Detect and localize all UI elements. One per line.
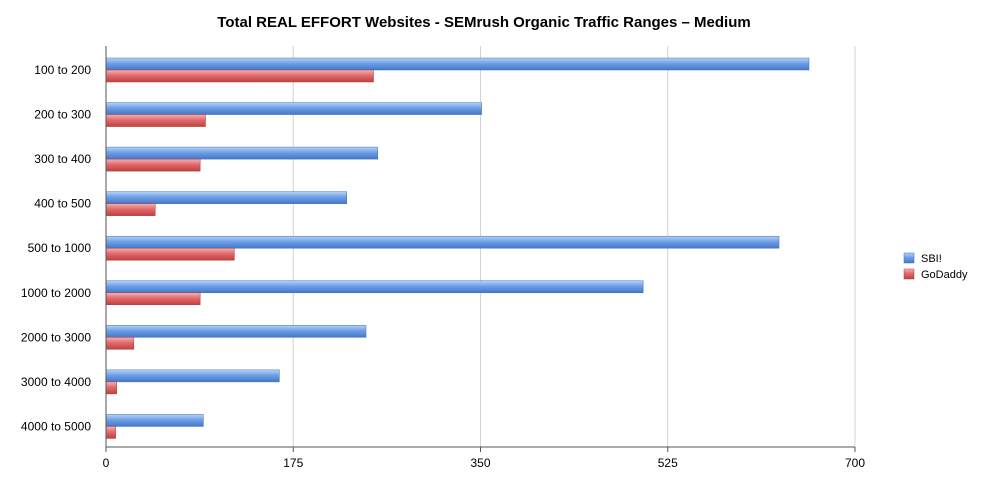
y-category-label: 400 to 500 [34, 197, 91, 211]
x-tick-label: 175 [283, 456, 303, 470]
bar-godaddy [105, 69, 374, 83]
bar-godaddy [105, 381, 117, 395]
legend-swatch [903, 252, 915, 264]
y-category-label: 4000 to 5000 [21, 419, 91, 433]
bar-godaddy [105, 114, 206, 127]
bar-sbi [105, 369, 280, 383]
y-category-label: 100 to 200 [34, 63, 91, 77]
legend-swatch [903, 268, 915, 280]
y-category-label: 500 to 1000 [28, 241, 92, 255]
x-tick-label: 350 [470, 456, 490, 470]
x-tick-label: 0 [103, 456, 110, 470]
legend-label: GoDaddy [921, 269, 968, 281]
y-category-label: 1000 to 2000 [21, 286, 91, 300]
bar-godaddy [105, 426, 116, 439]
bar-sbi [105, 325, 367, 338]
x-tick-label: 700 [845, 456, 865, 470]
bar-sbi [105, 414, 204, 427]
y-category-label: 200 to 300 [34, 108, 91, 122]
bar-sbi [105, 191, 347, 204]
bar-sbi [105, 57, 810, 71]
bar-godaddy [105, 247, 235, 261]
chart-title: Total REAL EFFORT Websites - SEMrush Org… [217, 14, 750, 31]
y-category-label: 2000 to 3000 [21, 330, 91, 344]
legend-label: SBI! [921, 253, 942, 265]
bar-godaddy [105, 203, 156, 216]
x-tick-label: 525 [658, 456, 678, 470]
bar-sbi [105, 146, 379, 160]
bar-godaddy [105, 292, 201, 306]
y-category-label: 300 to 400 [34, 152, 91, 166]
bar-sbi [105, 102, 482, 115]
bar-sbi [105, 235, 780, 249]
bar-godaddy [105, 158, 201, 172]
bar-sbi [105, 280, 644, 294]
y-category-label: 3000 to 4000 [21, 375, 91, 389]
bar-godaddy [105, 337, 135, 350]
